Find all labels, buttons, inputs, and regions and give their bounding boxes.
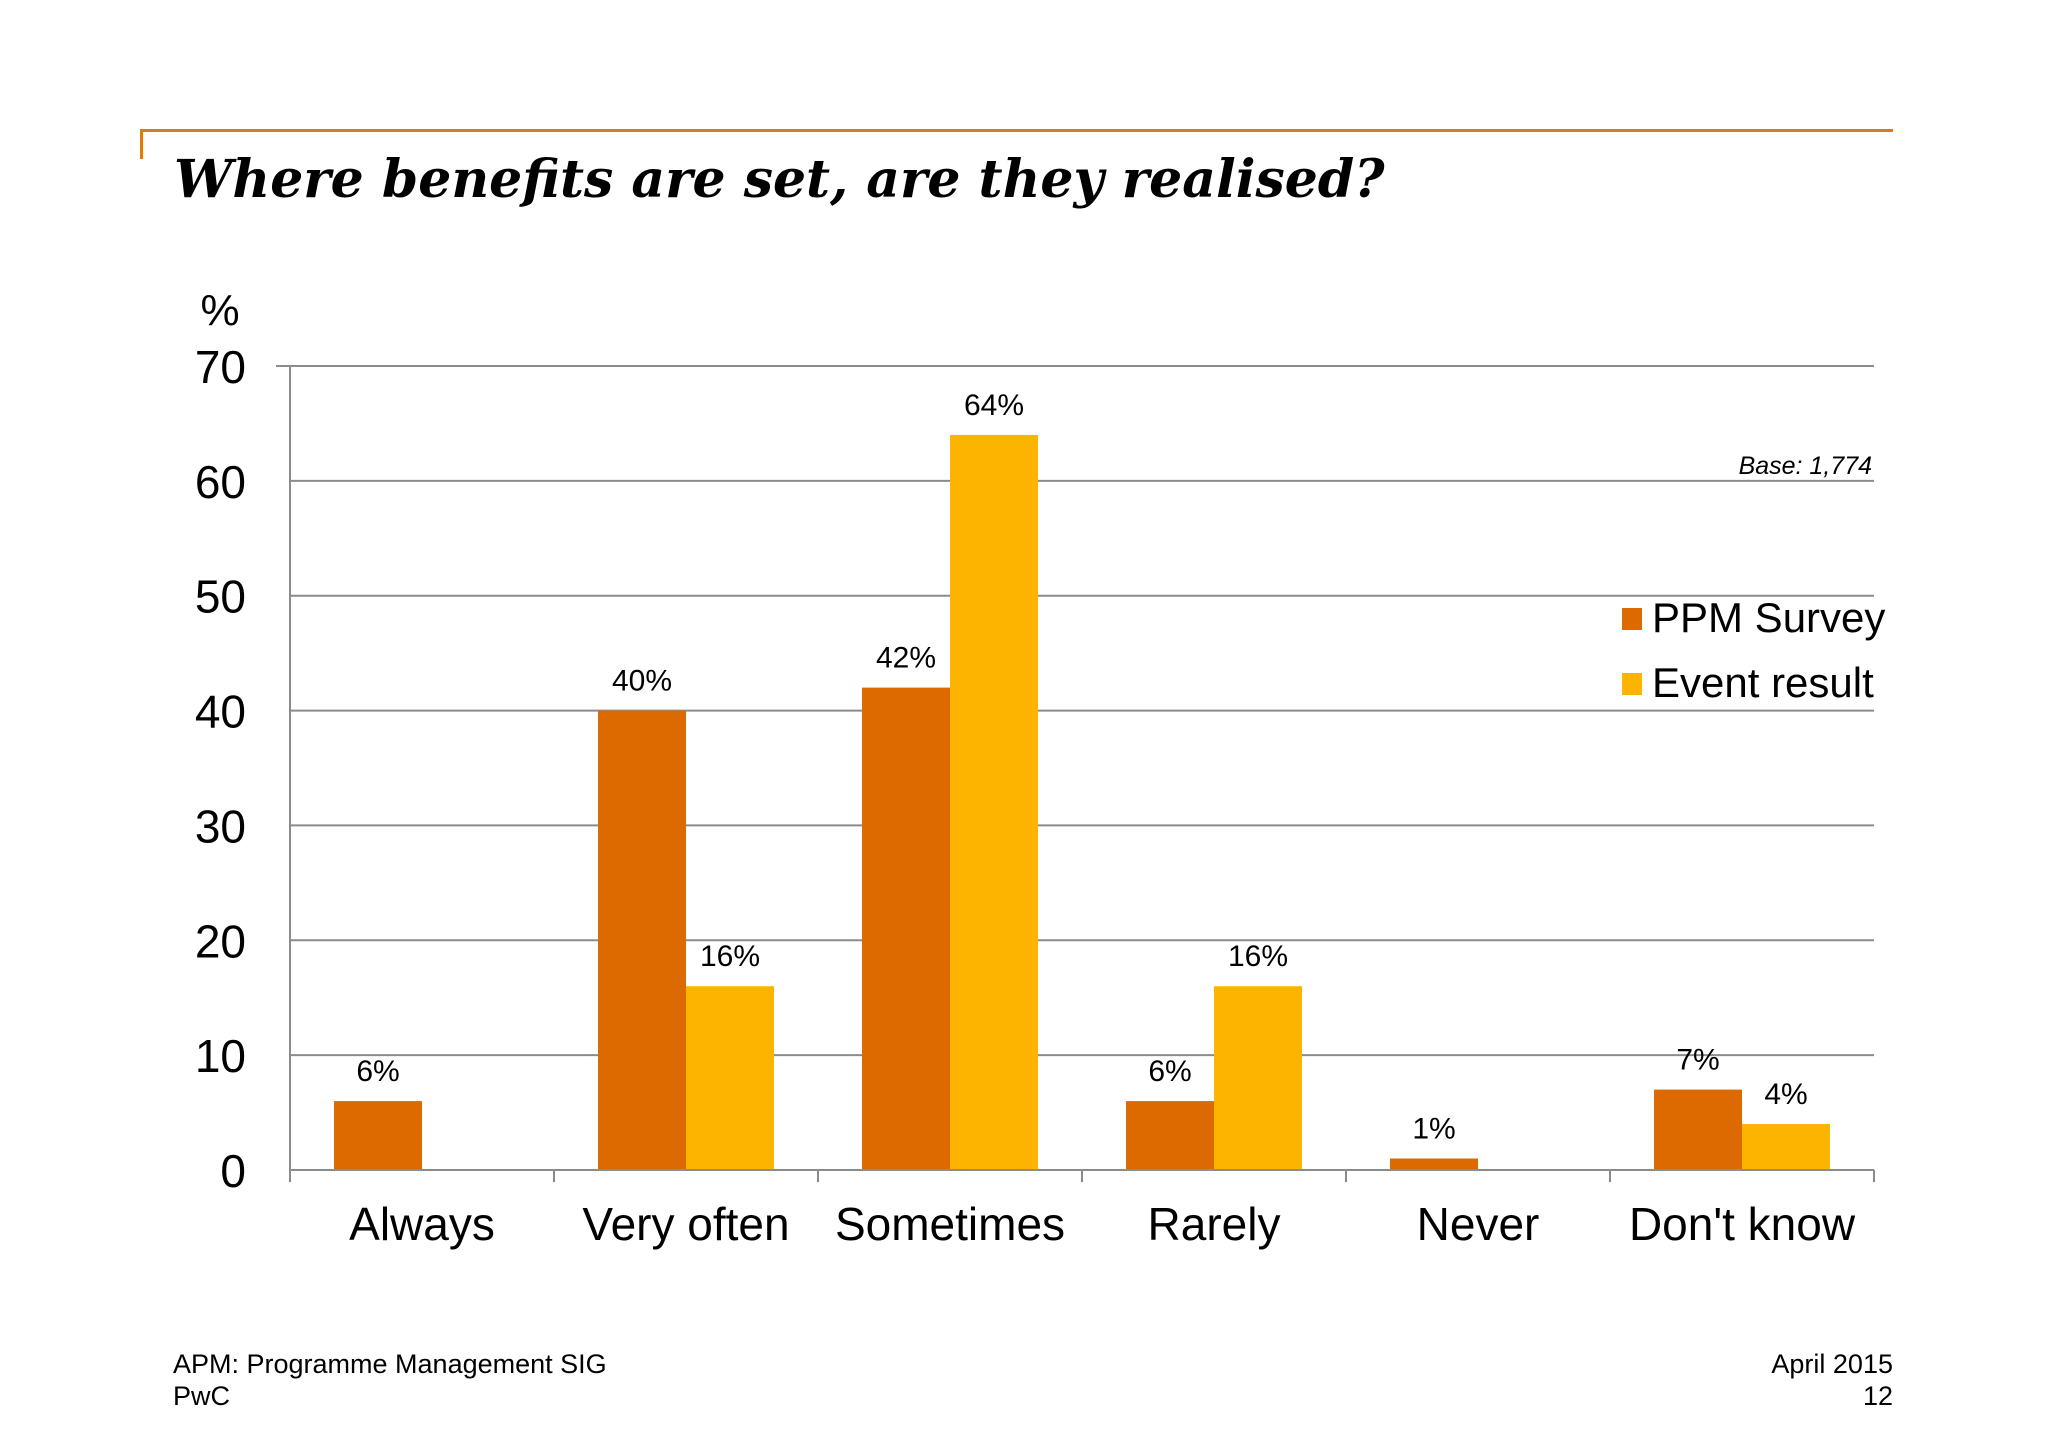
bar-ppm-survey	[1390, 1158, 1478, 1170]
footer-right: April 2015 12	[1771, 1348, 1893, 1412]
y-tick-label: 0	[220, 1145, 246, 1197]
y-tick-label: 20	[195, 915, 246, 967]
title-rule	[140, 129, 1893, 132]
category-label: Never	[1417, 1198, 1540, 1250]
legend-label: PPM Survey	[1652, 594, 1885, 641]
data-label: 42%	[876, 642, 936, 675]
y-axis-ticks: 0 10 20 30 40 50 60 70	[195, 341, 246, 1197]
bars	[334, 434, 1830, 1170]
bar-ppm-survey	[862, 687, 950, 1170]
bar-ppm-survey	[1126, 1101, 1214, 1170]
legend-label: Event result	[1652, 659, 1874, 706]
bar-event-result	[950, 434, 1038, 1170]
bar-labels: 6% 40% 16% 42% 64% 6% 16% 1% 7% 4%	[356, 389, 1807, 1146]
category-label: Rarely	[1148, 1198, 1281, 1250]
base-annotation: Base: 1,774	[1739, 452, 1872, 480]
category-label: Always	[349, 1198, 495, 1250]
bar-ppm-survey	[334, 1101, 422, 1170]
title-rule-tick	[140, 129, 143, 159]
bar-event-result	[686, 986, 774, 1170]
legend-swatch	[1622, 608, 1642, 630]
data-label: 16%	[700, 940, 760, 973]
footer-date: April 2015	[1771, 1349, 1893, 1379]
footer-organisation: APM: Programme Management SIG	[173, 1349, 607, 1379]
category-labels: Always Very often Sometimes Rarely Never Don'…	[349, 1198, 1856, 1250]
y-axis-label: %	[200, 286, 239, 335]
bar-event-result	[1742, 1124, 1830, 1170]
bar-ppm-survey	[1654, 1089, 1742, 1170]
y-tick-label: 40	[195, 686, 246, 738]
data-label: 1%	[1412, 1113, 1455, 1146]
data-label: 16%	[1228, 940, 1288, 973]
category-label: Sometimes	[835, 1198, 1065, 1250]
data-label: 64%	[964, 389, 1024, 422]
data-label: 7%	[1676, 1044, 1719, 1077]
legend: PPM Survey Event result	[1622, 594, 1885, 706]
bar-ppm-survey	[598, 710, 686, 1170]
bar-event-result	[1214, 986, 1302, 1170]
x-axis	[276, 365, 1875, 1182]
legend-swatch	[1622, 673, 1642, 695]
data-label: 6%	[1148, 1055, 1191, 1088]
category-label: Don't know	[1629, 1198, 1856, 1250]
footer-company: PwC	[173, 1381, 231, 1411]
y-tick-label: 60	[195, 456, 246, 508]
data-label: 40%	[612, 665, 672, 698]
gridlines	[290, 365, 1874, 1057]
footer-left: APM: Programme Management SIG PwC	[173, 1348, 607, 1412]
y-tick-label: 50	[195, 571, 246, 623]
slide-title: Where benefits are set, are they realise…	[174, 149, 1385, 210]
page-number: 12	[1862, 1381, 1893, 1411]
data-label: 4%	[1764, 1078, 1807, 1111]
category-label: Very often	[582, 1198, 789, 1250]
data-label: 6%	[356, 1055, 399, 1088]
y-tick-label: 10	[195, 1030, 246, 1082]
y-tick-label: 70	[195, 341, 246, 393]
y-tick-label: 30	[195, 800, 246, 852]
